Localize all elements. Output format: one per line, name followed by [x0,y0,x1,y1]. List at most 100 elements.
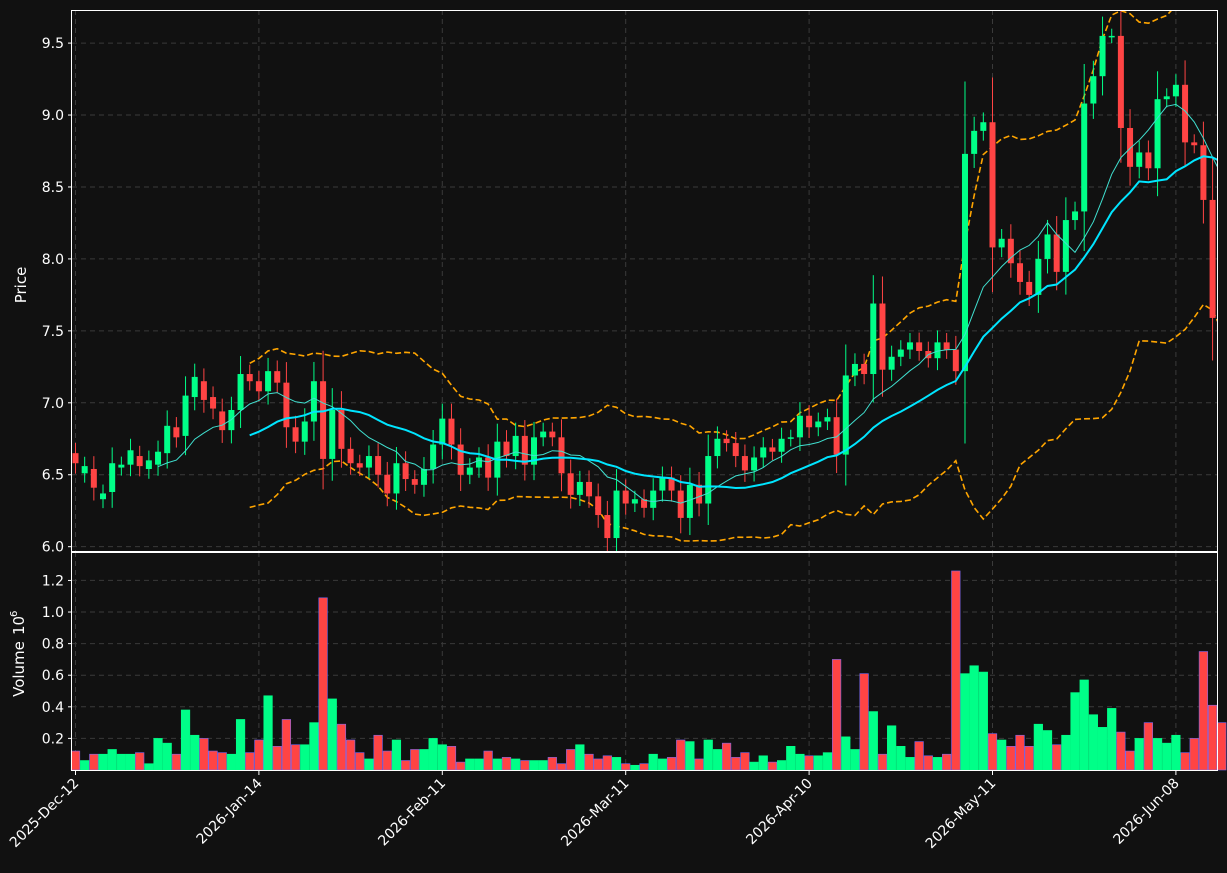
volume-bar [419,749,429,771]
candle-body [512,435,519,457]
volume-bar [272,746,282,771]
candle-body [1017,263,1024,282]
candle-body [1099,35,1106,77]
volume-bar [584,753,594,771]
volume-tick-label: 1.0 [42,605,64,621]
price-tick-label: 8.0 [42,252,64,268]
volume-bar [336,723,347,771]
candle-body [265,371,272,392]
volume-bar [1097,727,1108,771]
candle-body [650,490,657,508]
candle-body [292,427,299,442]
candle-body [540,431,547,438]
candle-body [457,444,464,475]
candle-body [72,453,79,464]
volume-bar [327,698,337,771]
x-tick-label: 2026-Apr-10 [743,776,816,849]
price-panel-frame [71,10,1218,552]
volume-bar [1061,734,1071,771]
volume-bar [428,738,438,771]
candle-body [255,381,262,392]
candle-body [127,450,134,465]
volume-bar [987,733,998,771]
candle-body [81,466,88,474]
candle-body [842,375,849,455]
candle-body [879,303,886,370]
candle-body [200,381,207,400]
candle-body [732,443,739,457]
volume-bar [703,739,713,771]
volume-bar [721,742,732,771]
volume-bar [1088,714,1098,771]
bollinger-bands [249,10,1217,542]
volume-bar [483,750,493,771]
volume-bar [538,760,548,771]
candle-body [980,122,987,131]
volume-bar [1134,738,1144,771]
volume-bar [254,739,264,771]
candle-body [595,496,602,516]
candle-body [796,415,803,438]
volume-bar [107,749,117,771]
volume-bar [437,744,447,771]
volume-bar [401,760,411,771]
price-tick-label: 9.5 [42,36,64,52]
volume-bar [465,758,475,771]
candle-body [320,381,327,459]
candle-body [521,435,528,465]
volume-axis-label-group: Volume 10 6 [9,611,28,697]
candle-body [549,431,556,438]
volume-bar [446,746,457,771]
volume-bar [144,763,154,771]
volume-bar [905,757,915,771]
candle-body [1062,220,1069,272]
volume-bar [1171,734,1181,771]
candle-body [173,427,180,438]
candle-body [1182,84,1189,143]
x-tick-label: 2026-Mar-11 [558,776,632,850]
candle-body [833,417,840,455]
volume-bar [813,755,823,771]
price-tick-label: 7.5 [42,324,64,340]
candle-body [466,467,473,475]
candle-body [870,303,877,375]
candle-body [393,463,400,494]
candle-body [310,381,317,422]
volume-bar [171,753,181,771]
volume-bar [208,750,218,771]
volume-bar [556,763,567,771]
volume-bar [1217,722,1227,771]
volume-axis-exponent: 6 [9,611,20,617]
price-tick-label: 8.5 [42,180,64,196]
volume-bar [263,695,273,771]
volume-bar [226,753,236,771]
candle-body [210,397,217,409]
candle-body [329,409,336,459]
candle-body [1072,211,1079,221]
candle-body [1090,76,1097,104]
candle-body [475,457,482,468]
volume-bar [456,761,466,771]
volume-bar [235,719,246,771]
candle-body [237,374,244,410]
candle-body [109,463,116,493]
candle-body [420,468,427,485]
volume-y-ticks: 0.2 0.4 0.6 0.8 1.0 1.2 [42,573,72,747]
volume-bar [1180,752,1190,771]
volume-panel-frame [71,552,1218,771]
candle-body [586,481,593,497]
candle-body [622,490,629,504]
volume-tick-label: 0.8 [42,637,64,653]
candle-body [1209,199,1216,318]
candle-body [1219,318,1225,348]
price-y-ticks: 6.0 6.5 7.0 7.5 8.0 8.5 9.0 9.5 [42,36,72,556]
volume-bar [896,746,906,771]
volume-bar [135,752,145,771]
candle-body [760,447,767,458]
volume-bar [832,659,842,771]
volume-bar [1033,723,1043,771]
candle-body [375,456,382,475]
volume-tick-label: 0.2 [42,731,64,747]
volume-bar [923,755,933,771]
volume-bar [712,749,722,771]
